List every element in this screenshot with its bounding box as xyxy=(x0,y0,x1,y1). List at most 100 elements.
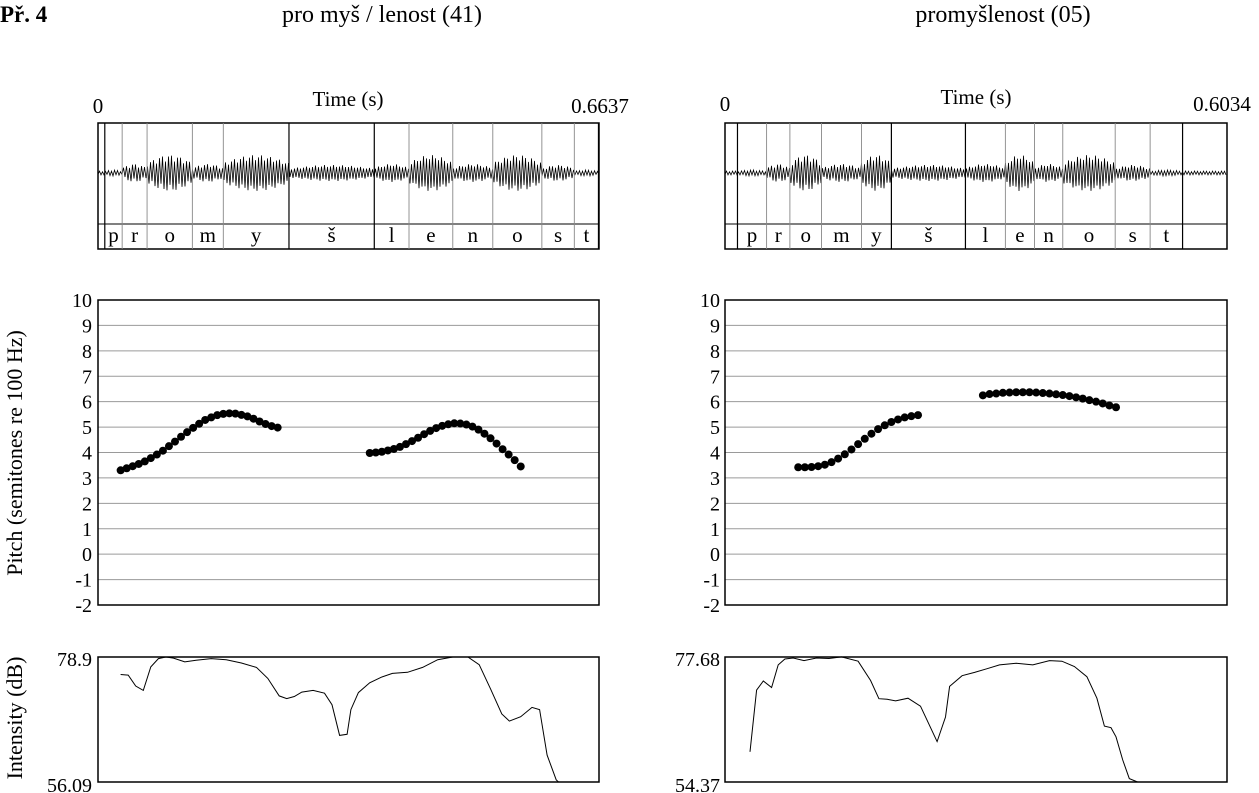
right-pitch-point xyxy=(1032,388,1041,397)
right-pitch-point xyxy=(1098,399,1107,408)
left-pitch-point xyxy=(371,448,380,457)
left-pitch-point xyxy=(152,450,161,459)
right-intensity-plot xyxy=(724,656,1228,783)
right-pitch-tick-label: 8 xyxy=(710,341,720,363)
left-pitch-point xyxy=(219,409,228,418)
right-pitch-point xyxy=(894,415,903,424)
right-pitch-point xyxy=(992,389,1001,398)
left-pitch-point xyxy=(189,423,198,432)
left-pitch-tick-label: 6 xyxy=(82,392,92,414)
right-segment-label: t xyxy=(1163,223,1169,247)
right-time-label: Time (s) xyxy=(941,85,1012,109)
right-pitch-point xyxy=(827,458,836,467)
left-segment-label: e xyxy=(426,223,435,247)
left-pitch-point xyxy=(462,420,471,429)
left-pitch-tick-label: 7 xyxy=(82,366,92,388)
right-pitch-point xyxy=(985,390,994,399)
left-pitch-point xyxy=(213,411,222,420)
left-pitch-point xyxy=(383,446,392,455)
right-pitch-tick-label: 9 xyxy=(710,315,720,337)
right-segment-label: l xyxy=(982,223,988,247)
left-intensity-plot xyxy=(97,656,600,783)
left-pitch-tick-label: 4 xyxy=(82,443,92,465)
left-waveform-trace xyxy=(97,155,600,191)
right-pitch-point xyxy=(907,412,916,421)
right-pitch-point xyxy=(914,411,923,420)
left-pitch-point xyxy=(420,430,429,439)
right-pitch-point xyxy=(998,388,1007,397)
right-pitch-point xyxy=(1005,388,1014,397)
left-pitch-point xyxy=(504,450,513,459)
left-pitch-frame xyxy=(97,299,600,606)
right-segment-label: o xyxy=(1084,223,1095,247)
pitch-axis-label: Pitch (semitones re 100 Hz) xyxy=(2,330,27,576)
right-pitch-tick-label: 5 xyxy=(710,417,720,439)
left-pitch-point xyxy=(237,410,246,419)
right-pitch-point xyxy=(800,463,809,472)
left-pitch-point xyxy=(158,446,167,455)
right-pitch-tick-label: 4 xyxy=(710,443,720,465)
left-pitch-point xyxy=(432,424,441,433)
left-pitch-point xyxy=(401,440,410,449)
left-pitch-point xyxy=(225,409,234,418)
left-pitch-point xyxy=(492,439,501,448)
left-pitch-point xyxy=(177,432,186,441)
right-pitch-point xyxy=(1012,388,1021,397)
left-segment-label: o xyxy=(164,223,175,247)
right-pitch-point xyxy=(1052,390,1061,399)
right-pitch-point xyxy=(900,413,909,422)
right-pitch-point xyxy=(854,440,863,449)
left-segment-label: š xyxy=(328,223,336,247)
right-segment-label: š xyxy=(924,223,932,247)
right-pitch-tick-label: 0 xyxy=(710,544,720,566)
right-pitch-tick-label: -2 xyxy=(703,595,720,617)
left-pitch-point xyxy=(486,434,495,443)
right-pitch-point xyxy=(814,462,823,471)
right-pitch-tick-label: 3 xyxy=(710,468,720,490)
right-waveform-frame xyxy=(724,122,1228,250)
right-pitch-point xyxy=(978,391,987,400)
left-segment-label: t xyxy=(583,223,589,247)
left-pitch-point xyxy=(516,462,525,471)
left-pitch-tick-label: -1 xyxy=(75,570,92,592)
right-pitch-point xyxy=(1058,391,1067,400)
right-pitch-tick-label: 6 xyxy=(710,392,720,414)
right-pitch-point xyxy=(820,460,829,469)
left-pitch-point xyxy=(444,420,453,429)
right-pitch-point xyxy=(880,421,889,430)
right-pitch-point xyxy=(1105,401,1114,410)
right-segment-label: o xyxy=(800,223,811,247)
right-pitch-point xyxy=(834,454,843,463)
right-pitch-point xyxy=(1025,388,1034,397)
left-pitch-point xyxy=(498,445,507,454)
right-pitch-point xyxy=(1018,388,1027,397)
left-segment-label: s xyxy=(554,223,562,247)
right-pitch-point xyxy=(1078,394,1087,403)
left-pitch-tick-label: 3 xyxy=(82,468,92,490)
right-pitch-point xyxy=(1092,397,1101,406)
right-pitch-point xyxy=(867,429,876,438)
right-pitch-point xyxy=(807,462,816,471)
right-segment-label: m xyxy=(833,223,849,247)
left-pitch-point xyxy=(474,425,483,434)
right-segment-label: p xyxy=(747,223,758,247)
left-pitch-point xyxy=(195,419,204,428)
left-pitch-point xyxy=(128,462,137,471)
left-pitch-tick-label: 9 xyxy=(82,315,92,337)
left-pitch-point xyxy=(438,421,447,430)
left-pitch-point xyxy=(249,414,258,423)
left-pitch-point xyxy=(267,422,276,431)
left-segment-label: r xyxy=(131,223,138,247)
left-intensity-curve xyxy=(120,656,559,783)
left-intensity-max: 78.9 xyxy=(57,649,92,671)
left-time-start: 0 xyxy=(93,94,104,118)
left-pitch-tick-label: 5 xyxy=(82,417,92,439)
left-pitch-tick-label: 1 xyxy=(82,519,92,541)
right-pitch-point xyxy=(1045,389,1054,398)
right-pitch-tick-label: 10 xyxy=(700,290,720,312)
left-pitch-tick-label: 8 xyxy=(82,341,92,363)
right-pitch-point xyxy=(1112,403,1121,412)
left-pitch-point xyxy=(243,412,252,421)
